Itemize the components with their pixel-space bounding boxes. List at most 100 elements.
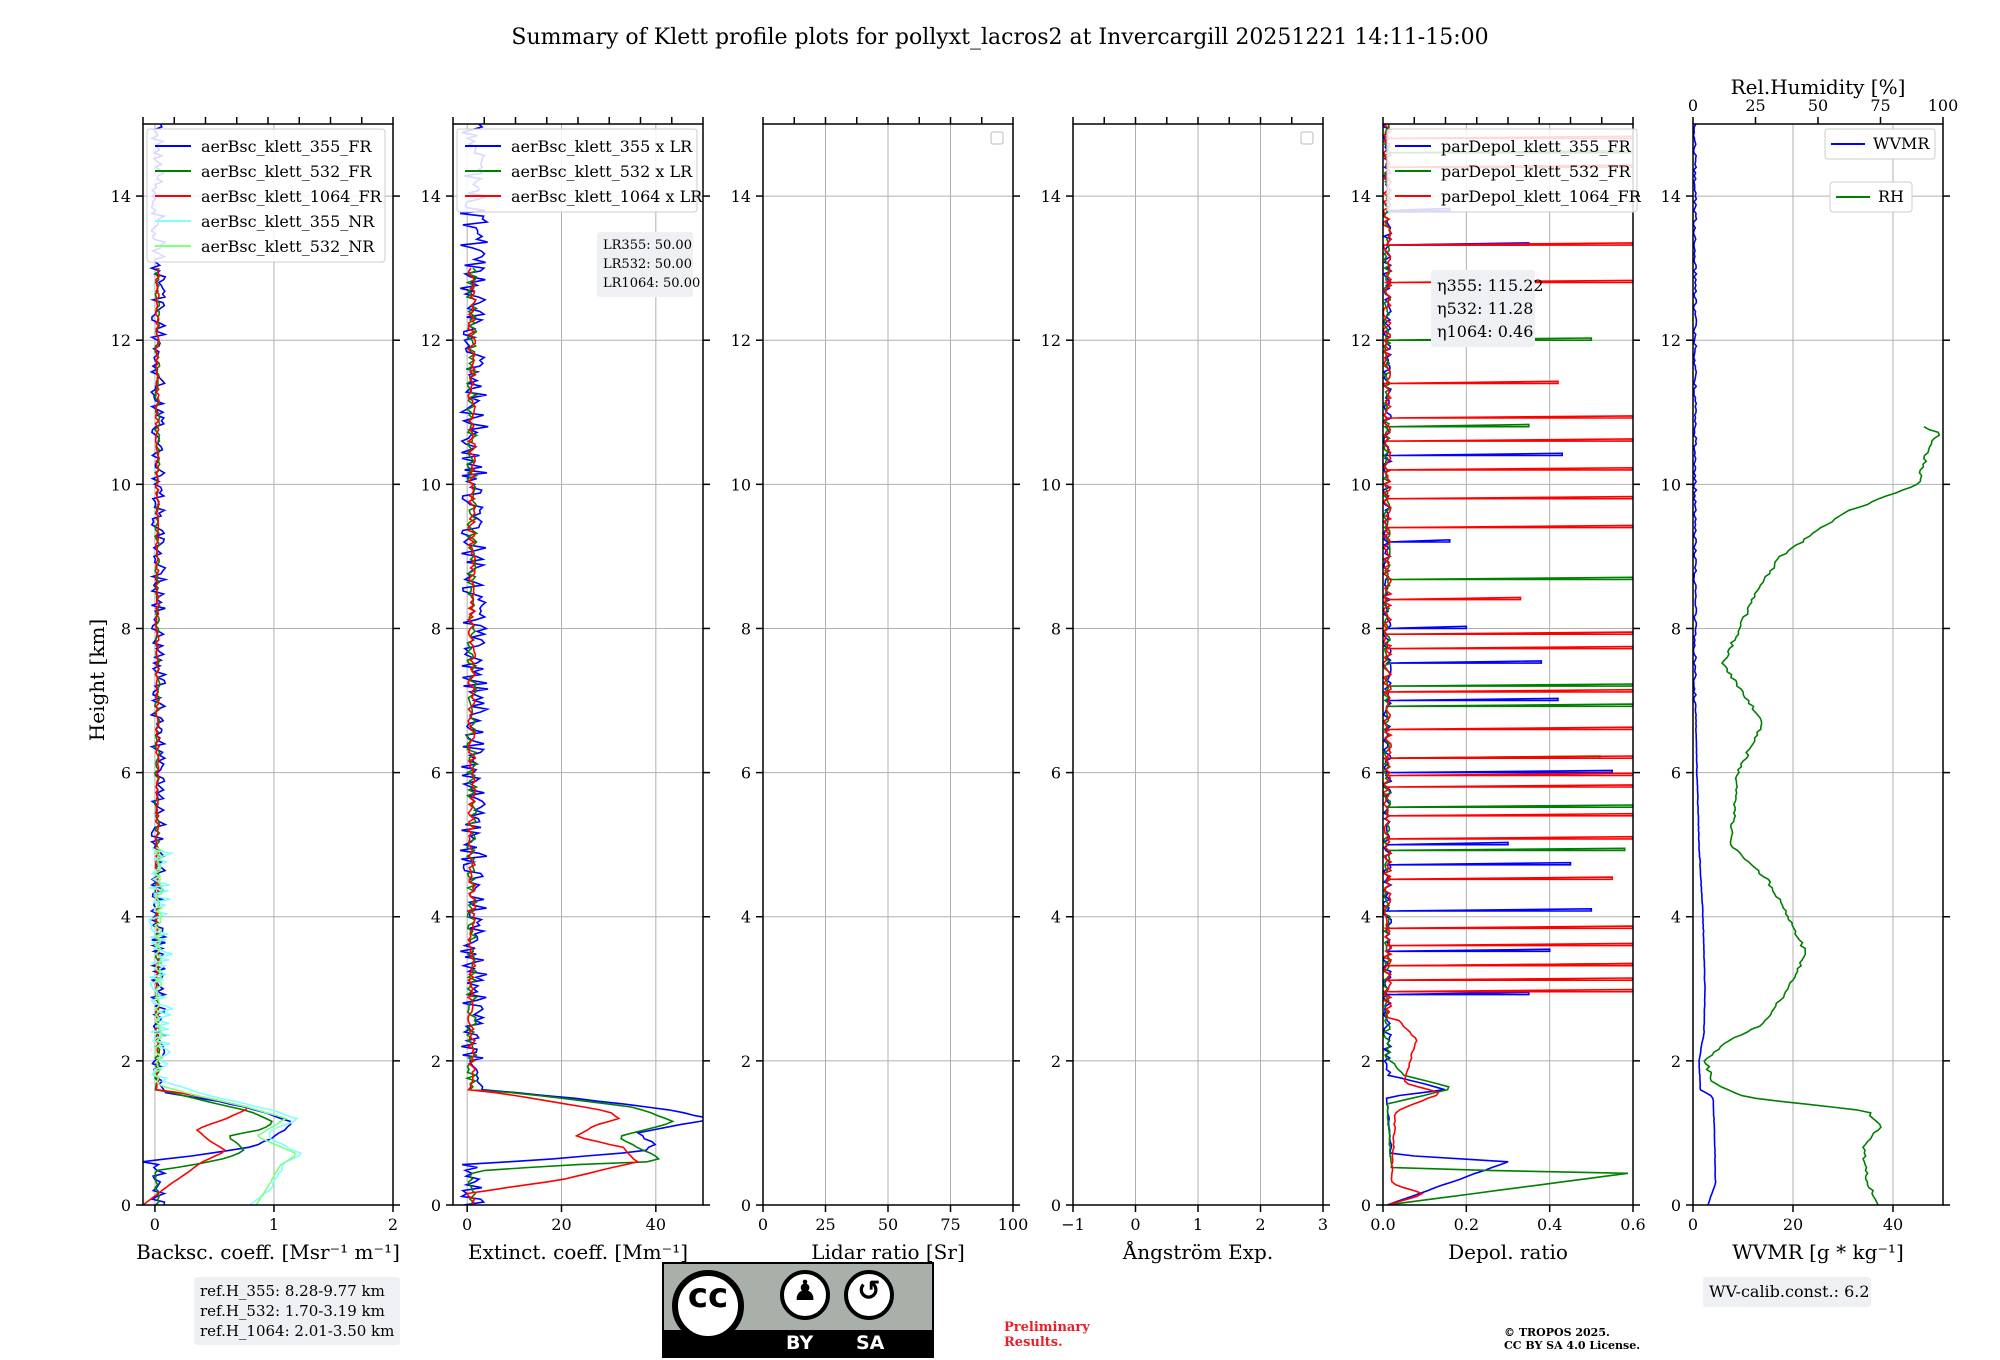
copyright-line-2: CC BY SA 4.0 License. — [1504, 1339, 1641, 1352]
series-line-aerBsc_klett_1064 x LR — [466, 267, 640, 1205]
y-tick-label: 14 — [1351, 187, 1371, 206]
axes-frame — [142, 123, 394, 1206]
y-tick-label: 2 — [1051, 1052, 1061, 1071]
reference-height-box: ref.H_355: 8.28-9.77 km ref.H_532: 1.70-… — [194, 1277, 401, 1345]
annotation-background — [1703, 1277, 1871, 1307]
x-axis-label: Extinct. coeff. [Mm⁻¹] — [468, 1240, 688, 1264]
ref-height-1064: ref.H_1064: 2.01-3.50 km — [200, 1322, 395, 1340]
series-line-aerBsc_klett_532 x LR — [464, 267, 675, 1205]
series-line-WVMR — [1693, 124, 1717, 1205]
x-tick-label: 0.6 — [1620, 1215, 1645, 1234]
y-tick-label: 10 — [111, 475, 131, 494]
x-tick-label: 0.0 — [1370, 1215, 1395, 1234]
legend-label: RH — [1878, 187, 1904, 206]
axes-frame — [452, 123, 704, 1206]
y-tick-label: 0 — [1051, 1196, 1061, 1215]
axes-frame — [1072, 123, 1324, 1206]
y-tick-label: 12 — [111, 331, 131, 350]
x-tick-label: 20 — [1783, 1215, 1803, 1234]
series-group — [1383, 124, 1633, 1205]
y-tick-label: 8 — [1051, 619, 1061, 638]
empty-legend-box — [990, 131, 1004, 145]
preliminary-results-note: Preliminary Results. — [1004, 1320, 1090, 1350]
share-alike-icon: ↺ — [844, 1270, 894, 1320]
y-tick-label: 8 — [1671, 619, 1681, 638]
y-tick-label: 4 — [741, 908, 751, 927]
legend-label: aerBsc_klett_532_NR — [201, 237, 375, 256]
top-axis-label: Rel.Humidity [%] — [1731, 75, 1906, 99]
x-tick-label: 0 — [758, 1215, 768, 1234]
y-tick-label: 2 — [741, 1052, 751, 1071]
legend-label: aerBsc_klett_532_FR — [201, 162, 372, 181]
x-tick-label: 0.4 — [1537, 1215, 1562, 1234]
y-tick-label: 2 — [121, 1052, 131, 1071]
copyright-note: © TROPOS 2025. CC BY SA 4.0 License. — [1504, 1326, 1640, 1352]
panel-3: 0 2 4 6 8 10 12 14 0 25 50 75 100 Lidar ratio [Sr] — [731, 117, 1029, 1264]
legend-WVMR: WVMR — [1824, 128, 1936, 160]
legend-label: aerBsc_klett_355_NR — [201, 212, 375, 231]
x-tick-label: 2 — [1255, 1215, 1265, 1234]
y-tick-label: 8 — [121, 619, 131, 638]
x-tick-label: 25 — [815, 1215, 835, 1234]
x-axis-label: Lidar ratio [Sr] — [811, 1240, 965, 1264]
y-tick-label: 0 — [1361, 1196, 1371, 1215]
legend-label: aerBsc_klett_355_FR — [201, 137, 372, 156]
y-tick-label: 8 — [431, 619, 441, 638]
cc-logo-icon: cc — [672, 1270, 744, 1342]
figure-title: Summary of Klett profile plots for polly… — [511, 25, 1488, 50]
legend-label: parDepol_klett_532_FR — [1441, 162, 1632, 181]
y-tick-label: 10 — [1661, 475, 1681, 494]
legend-label: WVMR — [1873, 134, 1930, 153]
annotation-box: WV-calib.const.: 6.2 — [1703, 1277, 1871, 1307]
series-line-aerBsc_klett_532_FR — [153, 268, 273, 1205]
y-tick-label: 6 — [741, 764, 751, 783]
y-tick-label: 6 — [1051, 764, 1061, 783]
y-tick-label: 0 — [121, 1196, 131, 1215]
panel-6: 0 2 4 6 8 10 12 14 0 20 40 0 25 50 75 100 Rel.Humidity [… — [1661, 75, 1959, 1307]
y-tick-label: 4 — [1671, 908, 1681, 927]
series-group — [1693, 124, 1941, 1205]
annotation-line: η1064: 0.46 — [1437, 322, 1533, 341]
x-tick-label: 0 — [462, 1215, 472, 1234]
panel-5: 0 2 4 6 8 10 12 14 0.0 0.2 0.4 0.6 Depol. ratio parDe… — [1351, 117, 1646, 1264]
top-axis-tick-label: 50 — [1808, 96, 1828, 115]
x-tick-label: 40 — [646, 1215, 666, 1234]
y-tick-label: 10 — [421, 475, 441, 494]
y-tick-label: 4 — [431, 908, 441, 927]
x-tick-label: 50 — [878, 1215, 898, 1234]
y-tick-label: 0 — [431, 1196, 441, 1215]
axes-frame — [762, 123, 1014, 1206]
series-line-aerBsc_klett_532_NR — [153, 846, 296, 1205]
top-axis-tick-label: 100 — [1928, 96, 1959, 115]
y-tick-label: 6 — [431, 764, 441, 783]
top-axis-tick-label: 0 — [1688, 96, 1698, 115]
axes-frame — [1382, 123, 1634, 1206]
y-tick-label: 10 — [1351, 475, 1371, 494]
y-tick-label: 12 — [1661, 331, 1681, 350]
panel-2: 0 2 4 6 8 10 12 14 0 20 40 Extinct. coeff. [Mm⁻¹] ae… — [421, 117, 710, 1264]
person-icon: ♟ — [780, 1270, 830, 1320]
cc-license-badge: cc ♟ ↺ BY SA — [662, 1262, 934, 1358]
top-axis-tick-label: 75 — [1870, 96, 1890, 115]
annotation-line: η355: 115.22 — [1437, 276, 1544, 295]
series-line-aerBsc_klett_1064_FR — [143, 267, 249, 1205]
y-tick-label: 12 — [1351, 331, 1371, 350]
legend-box — [1386, 128, 1638, 213]
annotation-line: LR1064: 50.00 — [603, 276, 700, 291]
annotation-box: LR355: 50.00 LR532: 50.00 LR1064: 50.00 — [597, 232, 700, 297]
legend-label: parDepol_klett_1064_FR — [1441, 187, 1642, 206]
series-group — [458, 124, 703, 1205]
x-tick-label: 2 — [388, 1215, 398, 1234]
axes-frame — [1692, 123, 1944, 1206]
x-tick-label: 40 — [1883, 1215, 1903, 1234]
x-tick-label: 0.2 — [1454, 1215, 1479, 1234]
y-tick-label: 8 — [1361, 619, 1371, 638]
x-tick-label: 100 — [998, 1215, 1029, 1234]
x-axis-label: WVMR [g * kg⁻¹] — [1732, 1240, 1904, 1264]
x-tick-label: 75 — [940, 1215, 960, 1234]
x-tick-label: 3 — [1318, 1215, 1328, 1234]
y-tick-label: 8 — [741, 619, 751, 638]
y-tick-label: 14 — [111, 187, 131, 206]
